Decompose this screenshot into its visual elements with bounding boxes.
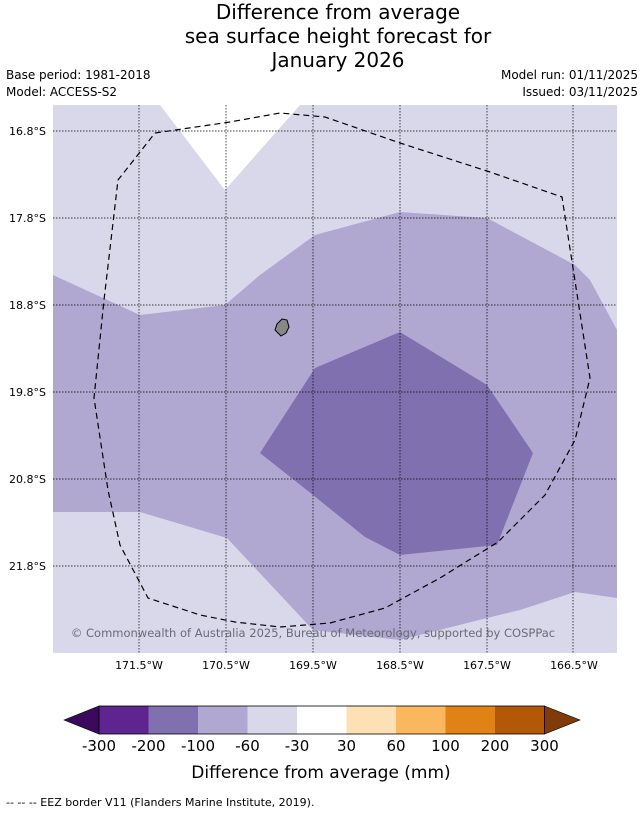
lon-axis: 171.5°W 170.5°W 169.5°W 168.5°W 167.5°W … xyxy=(115,659,598,672)
colorbar-segment xyxy=(495,706,545,734)
colorbar-segment xyxy=(445,706,495,734)
lat-label: 18.8°S xyxy=(9,299,46,312)
colorbar-tick-label: -30 xyxy=(285,737,310,755)
lon-label: 168.5°W xyxy=(376,659,424,672)
colorbar-tick-label: 100 xyxy=(431,737,460,755)
lat-label: 21.8°S xyxy=(9,560,46,573)
lon-label: 170.5°W xyxy=(202,659,250,672)
colorbar-tick-label: 200 xyxy=(481,737,510,755)
colorbar-tick-label: -200 xyxy=(131,737,165,755)
colorbar-label: Difference from average (mm) xyxy=(191,763,450,783)
colorbar-segment xyxy=(198,706,248,734)
meta-right: Model run: 01/11/2025 Issued: 03/11/2025 xyxy=(501,67,638,101)
colorbar-tick-label: -300 xyxy=(82,737,116,755)
lon-label: 169.5°W xyxy=(289,659,337,672)
issued-date: Issued: 03/11/2025 xyxy=(522,85,638,99)
title-line-1: Difference from average xyxy=(215,0,461,24)
lat-label: 19.8°S xyxy=(9,386,46,399)
colorbar: -300 -200 -100 -60 -30 30 60 100 200 300… xyxy=(63,705,581,783)
contour-band-neutral xyxy=(160,105,300,190)
title-line-2: sea surface height forecast for xyxy=(184,24,492,48)
model-run: Model run: 01/11/2025 xyxy=(500,68,638,82)
map-plot-area xyxy=(53,105,617,653)
colorbar-segment xyxy=(148,706,198,734)
map-title: Difference from average sea surface heig… xyxy=(0,0,644,72)
base-period: Base period: 1981-2018 xyxy=(6,68,151,82)
colorbar-extend-high xyxy=(544,705,581,735)
colorbar-segment xyxy=(297,706,347,734)
colorbar-frame xyxy=(98,705,545,735)
colorbar-tick-label: -60 xyxy=(235,737,260,755)
lat-label: 17.8°S xyxy=(9,212,46,225)
contour-band-minus100 xyxy=(260,332,533,555)
lon-label: 167.5°W xyxy=(463,659,511,672)
colorbar-ticks: -300 -200 -100 -60 -30 30 60 100 200 300 xyxy=(82,737,559,755)
colorbar-segment xyxy=(99,706,149,734)
colorbar-extend-low xyxy=(63,705,100,735)
colorbar-tick-label: 60 xyxy=(386,737,405,755)
colorbar-segment xyxy=(396,706,446,734)
lat-label: 16.8°S xyxy=(9,125,46,138)
eez-border xyxy=(93,112,591,628)
colorbar-tick-label: -100 xyxy=(181,737,215,755)
lat-label: 20.8°S xyxy=(9,473,46,486)
colorbar-segment xyxy=(247,706,297,734)
colorbar-segment xyxy=(346,706,396,734)
colorbar-tick-label: 30 xyxy=(337,737,356,755)
graticule xyxy=(53,105,617,653)
title-line-3: January 2026 xyxy=(271,48,405,72)
eez-footnote: -- -- -- EEZ border V11 (Flanders Marine… xyxy=(6,796,315,809)
lon-label: 166.5°W xyxy=(550,659,598,672)
copyright-text: © Commonwealth of Australia 2025, Bureau… xyxy=(71,626,555,640)
lat-axis: 16.8°S 17.8°S 18.8°S 19.8°S 20.8°S 21.8°… xyxy=(9,125,46,573)
colorbar-tick-label: 300 xyxy=(530,737,559,755)
model-name: Model: ACCESS-S2 xyxy=(6,85,118,99)
island-icon xyxy=(274,318,290,337)
lon-label: 171.5°W xyxy=(115,659,163,672)
meta-left: Base period: 1981-2018 Model: ACCESS-S2 xyxy=(6,67,151,101)
